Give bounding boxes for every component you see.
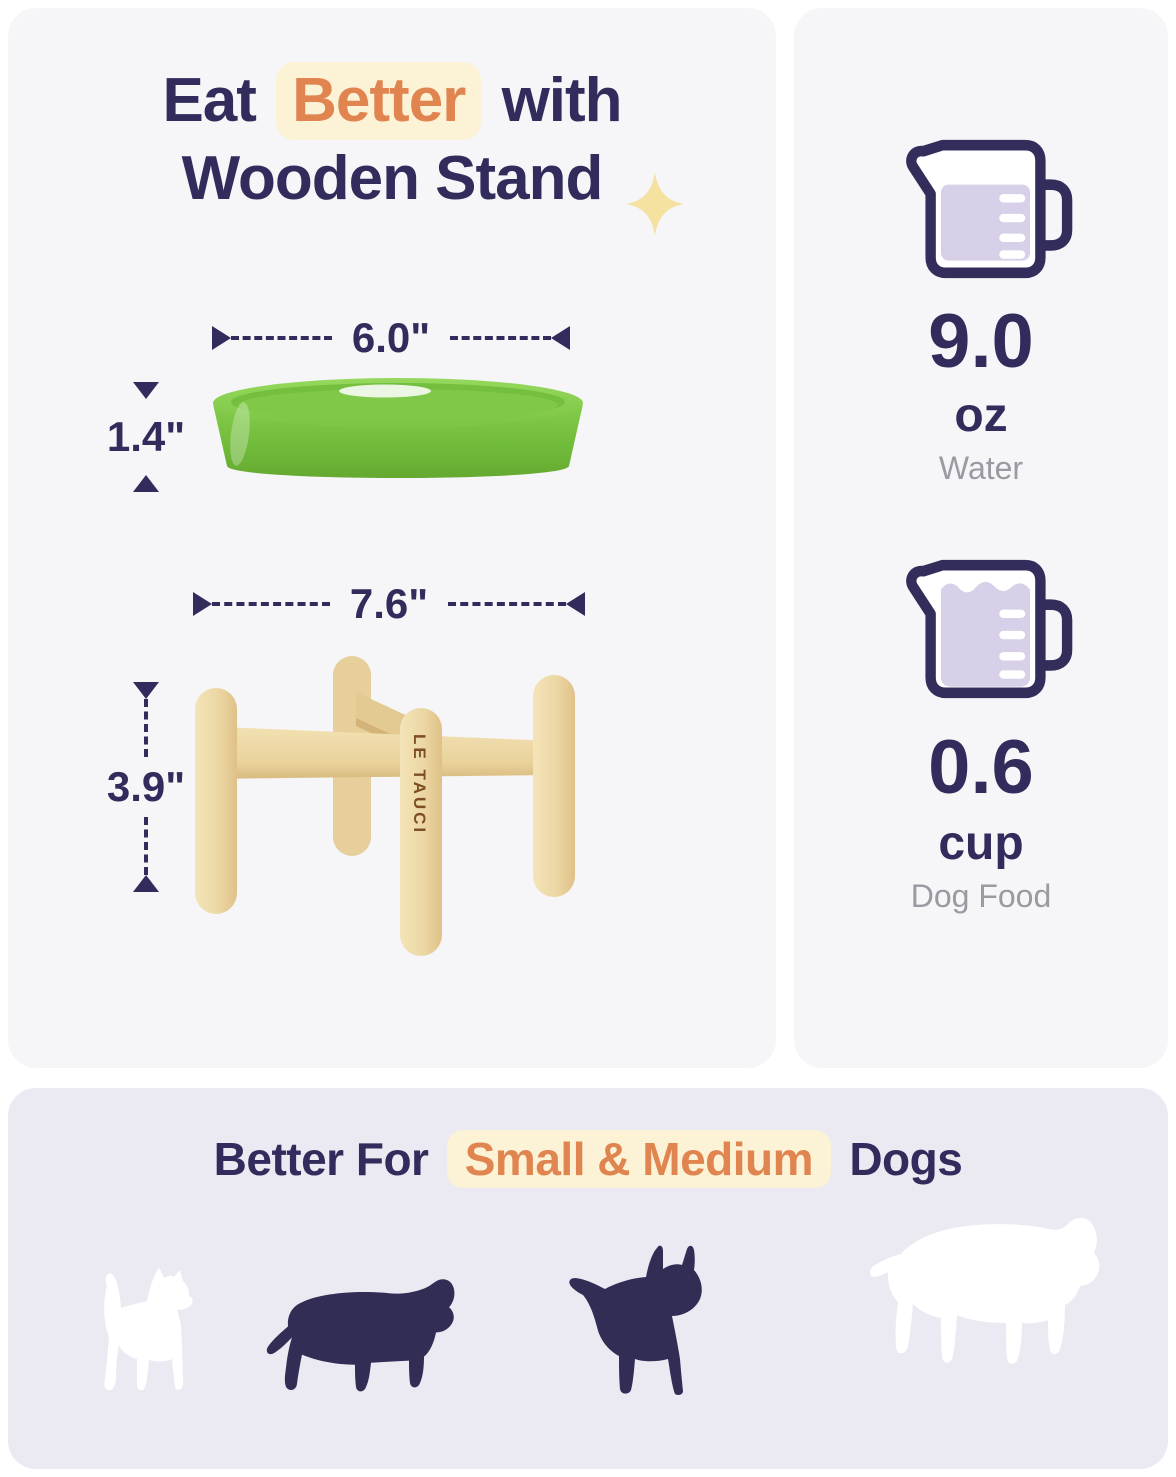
stand-width-dimension: 7.6" — [193, 580, 585, 627]
bowl-height-dimension: 1.4" — [96, 382, 196, 492]
arrow-left-icon — [551, 326, 570, 350]
food-amount-label: Dog Food — [910, 878, 1052, 914]
audience-highlight-pill: Small & Medium — [446, 1130, 832, 1188]
water-amount-unit: oz — [954, 389, 1008, 442]
audience-highlight: Small & Medium — [464, 1133, 814, 1185]
dash-line — [144, 817, 148, 875]
dash-line — [231, 336, 332, 340]
bull-terrier-icon — [569, 1245, 702, 1395]
arrow-left-icon — [566, 592, 585, 616]
page-title: Eat Better with Wooden Stand — [8, 62, 776, 218]
arrow-down-icon — [133, 382, 159, 399]
chihuahua-icon — [104, 1267, 193, 1391]
title-pre: Eat — [162, 66, 256, 135]
brand-text: LE TAUCI — [410, 734, 429, 835]
stand-height-dimension: 3.9" — [96, 682, 196, 892]
title-line2: Wooden Stand — [181, 144, 604, 213]
audience-title: Better For Small & Medium Dogs — [8, 1130, 1168, 1188]
wooden-stand-image: LE TAUCI — [195, 656, 575, 956]
food-amount-unit: cup — [938, 817, 1024, 870]
arrow-right-icon — [212, 326, 231, 350]
bowl-height-label: 1.4" — [106, 413, 186, 460]
arrow-right-icon — [193, 592, 212, 616]
panel-audience: Better For Small & Medium Dogs — [8, 1088, 1168, 1469]
audience-pre: Better For — [213, 1133, 429, 1185]
dachshund-icon — [266, 1279, 455, 1392]
bowl-width-label: 6.0" — [351, 314, 431, 361]
measuring-cup-food-icon — [906, 559, 1073, 699]
dash-line — [144, 699, 148, 757]
water-amount-value: 9.0 — [928, 299, 1034, 384]
panel-capacity: 9.0 oz Water 0.6 cup Dog Food — [794, 8, 1168, 1068]
dash-line — [212, 602, 330, 606]
arrow-down-icon — [133, 682, 159, 699]
audience-post: Dogs — [849, 1133, 963, 1185]
bowl-width-dimension: 6.0" — [212, 314, 570, 361]
measuring-cup-water-icon — [906, 139, 1073, 279]
green-bowl-image — [213, 378, 583, 478]
sparkle-icon — [626, 172, 684, 236]
dash-line — [450, 336, 551, 340]
title-highlight: Better — [292, 66, 466, 135]
stand-width-label: 7.6" — [349, 580, 429, 627]
arrow-up-icon — [133, 875, 159, 892]
title-post: with — [501, 66, 623, 135]
title-highlight-pill: Better — [276, 62, 482, 140]
spaniel-icon — [870, 1217, 1100, 1364]
panel-dimensions: Eat Better with Wooden Stand 6.0" 1.4" — [8, 8, 776, 1068]
arrow-up-icon — [133, 475, 159, 492]
stand-height-label: 3.9" — [106, 763, 186, 810]
food-amount-value: 0.6 — [928, 725, 1034, 810]
water-amount-label: Water — [938, 450, 1024, 486]
dash-line — [448, 602, 566, 606]
